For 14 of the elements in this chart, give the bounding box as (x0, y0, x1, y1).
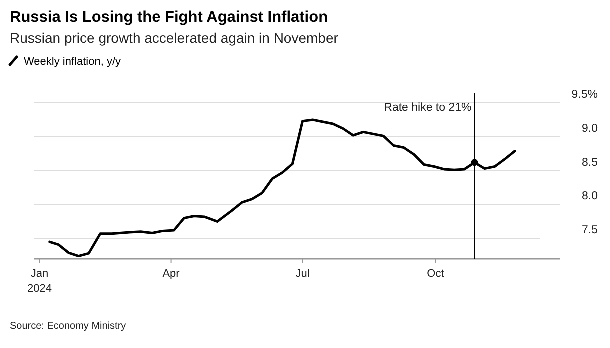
y-tick-label: 8.5 (582, 156, 598, 169)
x-tick-label: Jan 2024 (28, 268, 52, 295)
x-tick-label: Oct (427, 268, 444, 280)
y-tick-label: 7.5 (582, 224, 598, 237)
ref-line-label: Rate hike to 21% (384, 102, 472, 114)
legend-label: Weekly inflation, y/y (24, 56, 122, 68)
x-tick-label: Apr (162, 268, 180, 280)
y-tick-label: 9.0 (582, 122, 598, 135)
chart-title: Russia Is Losing the Fight Against Inflation (10, 9, 328, 26)
source-note: Source: Economy Ministry (10, 321, 126, 332)
x-tick-label: Jul (296, 268, 310, 280)
y-tick-label: 9.5% (572, 89, 598, 101)
chart-subtitle: Russian price growth accelerated again in November (10, 30, 339, 46)
y-tick-label: 8.0 (582, 190, 598, 203)
